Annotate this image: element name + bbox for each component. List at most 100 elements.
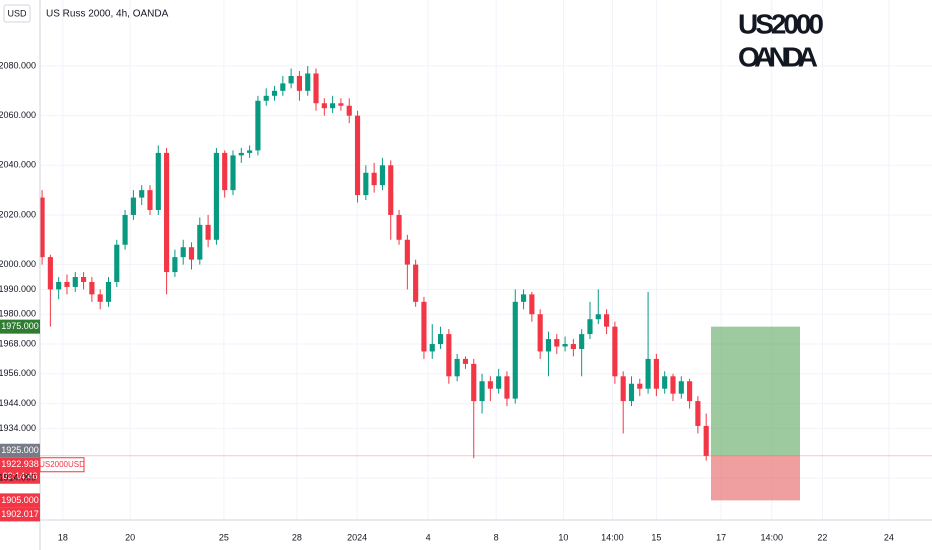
candle-body <box>695 401 701 426</box>
y-tick-label: 2040.000 <box>0 160 36 170</box>
candle-body <box>39 197 45 258</box>
currency-box[interactable] <box>3 4 31 23</box>
candle-body <box>213 152 219 240</box>
x-tick-label: 14:00 <box>601 532 624 542</box>
candle-body <box>105 281 112 302</box>
x-tick-label: 14:00 <box>761 532 784 542</box>
candle-body <box>97 294 103 302</box>
x-tick-label: 25 <box>219 532 229 542</box>
candle-body <box>230 155 236 191</box>
candle-body <box>64 281 70 287</box>
candle-body <box>255 100 261 151</box>
candle-body <box>562 344 568 347</box>
candle-body <box>421 301 427 352</box>
candle-body <box>247 150 253 153</box>
plot <box>39 66 932 501</box>
candle-body <box>371 172 377 186</box>
y-tick-label: 2060.000 <box>0 110 36 120</box>
candle-body <box>346 105 352 116</box>
candle-body <box>363 172 369 196</box>
candle-body <box>579 334 585 349</box>
candle-body <box>263 95 269 101</box>
candle-body <box>537 314 543 352</box>
candle-body <box>205 224 211 240</box>
currency-label: USD <box>7 8 27 18</box>
candle-body <box>653 358 659 389</box>
candle-body <box>628 383 635 402</box>
candle-body <box>313 73 319 104</box>
x-tick-label: 4 <box>426 532 431 542</box>
price-tag <box>0 319 40 334</box>
candle-body <box>612 326 618 377</box>
candle-body <box>678 381 684 394</box>
price-tag-label: 1975.000 <box>1 321 39 331</box>
candle-body <box>520 294 527 302</box>
y-tick-label: 1956.000 <box>0 368 36 378</box>
candle-body <box>130 197 136 215</box>
price-tag <box>0 493 40 508</box>
candle-body <box>379 165 386 186</box>
chart-title: US Russ 2000, 4h, OANDA <box>46 9 169 20</box>
price-tag <box>0 443 40 458</box>
candle-body <box>454 358 460 377</box>
x-tick-label: 17 <box>716 532 726 542</box>
candle-body <box>72 277 78 287</box>
price-tag-label: 1905.000 <box>1 495 39 505</box>
candle-body <box>280 83 286 91</box>
candle-body <box>529 294 535 315</box>
symbol-tag-label: US2000USD <box>39 460 85 469</box>
candle-body <box>288 75 294 84</box>
y-tick-label: 1968.000 <box>0 338 36 348</box>
candle-body <box>222 152 228 191</box>
x-tick-label: 8 <box>494 532 499 542</box>
candle-body <box>354 115 361 196</box>
candle-body <box>172 257 178 273</box>
candle-body <box>620 376 626 402</box>
candle-body <box>338 103 344 106</box>
candle-body <box>703 425 709 456</box>
candle-body <box>662 376 668 389</box>
candle-body <box>545 339 552 352</box>
candle-body <box>155 152 161 210</box>
symbol-tag <box>39 457 85 473</box>
candle-body <box>271 90 278 96</box>
x-tick-label: 2024 <box>347 532 367 542</box>
candle-body <box>114 244 120 282</box>
candle-body <box>570 344 576 349</box>
countdown-label: 03:14:46 <box>2 471 37 481</box>
candle-body <box>139 190 145 198</box>
price-tag-label: 1925.000 <box>1 445 39 455</box>
y-tick-label: 1980.000 <box>0 309 36 319</box>
candle-body <box>645 358 651 389</box>
candle-body <box>429 344 435 352</box>
candle-body <box>462 358 469 364</box>
x-tick-label: 22 <box>817 532 827 542</box>
price-tag-label: 1922.938 <box>1 459 39 469</box>
candle-body <box>471 363 477 402</box>
candle-body <box>89 281 95 295</box>
y-tick-label: 1990.000 <box>0 284 36 294</box>
candle-body <box>487 381 493 389</box>
candle-body <box>554 339 560 347</box>
price-tag <box>0 457 40 484</box>
y-tick-label: 1914.000 <box>0 472 36 482</box>
candle-body <box>404 239 410 265</box>
candle-body <box>147 190 153 210</box>
price-tag-label: 1902.017 <box>1 509 39 519</box>
x-tick-label: 18 <box>58 532 68 542</box>
x-tick-label: 20 <box>125 532 135 542</box>
candle-body <box>504 376 510 399</box>
candle-body <box>330 103 336 109</box>
candle-body <box>512 301 518 399</box>
candle-body <box>81 277 87 282</box>
candle-body <box>496 376 502 389</box>
price-tag <box>0 507 40 522</box>
candle-body <box>687 381 693 402</box>
loss-zone <box>711 455 800 501</box>
candle-body <box>180 247 186 258</box>
candle-body <box>164 152 170 273</box>
candle-body <box>238 152 244 156</box>
candle-body <box>197 224 203 260</box>
y-tick-label: 1934.000 <box>0 423 36 433</box>
